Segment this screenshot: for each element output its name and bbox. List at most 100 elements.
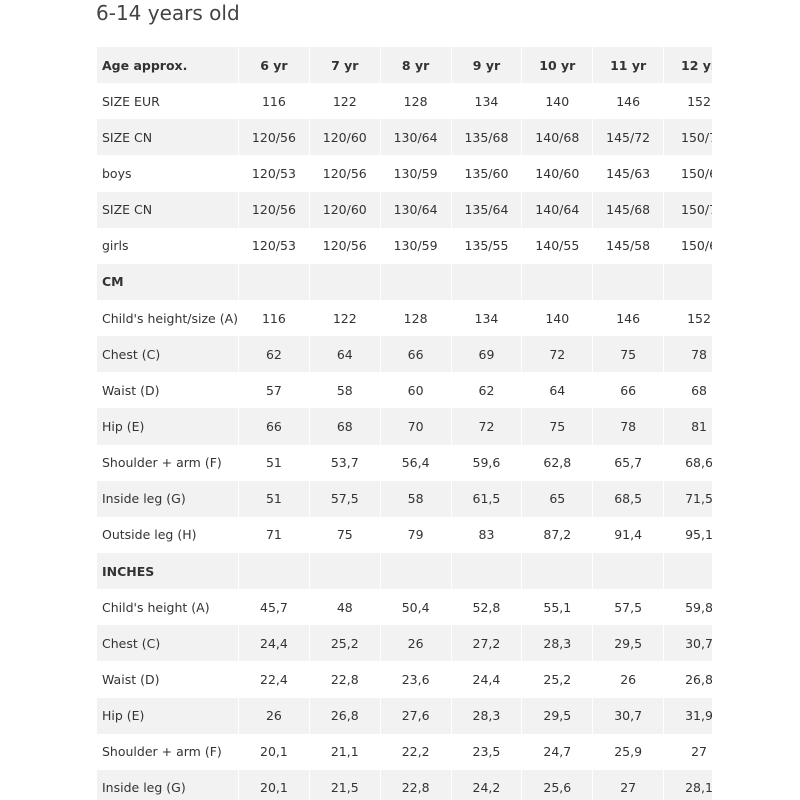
cell: 11 yr — [592, 47, 665, 84]
cell: 150/6 — [663, 155, 712, 192]
cell: 24,2 — [450, 769, 523, 800]
cell — [379, 552, 452, 590]
row-label: Chest (C) — [96, 625, 239, 662]
cell: 26,8 — [663, 661, 712, 698]
cell: 68,5 — [592, 480, 665, 517]
table-row: Inside leg (G) 20,1 21,5 22,8 24,2 25,6 27 28,1 — [96, 769, 712, 800]
cell: 21,1 — [308, 733, 381, 770]
cell: 78 — [592, 408, 665, 445]
cell: 83 — [450, 516, 523, 553]
cell — [592, 263, 665, 300]
row-label: girls — [96, 227, 239, 264]
cell: 128 — [379, 83, 452, 120]
cell: 150/7 — [663, 191, 712, 228]
cell: 146 — [592, 83, 665, 120]
cell: 71,5 — [663, 480, 712, 517]
cell: 145/63 — [592, 155, 665, 192]
cell: 146 — [592, 299, 665, 337]
row-label: Chest (C) — [96, 336, 239, 373]
cell: 64 — [521, 372, 594, 409]
cell: 62 — [450, 372, 523, 409]
cell: 24,4 — [238, 625, 310, 662]
cell: 62,8 — [521, 444, 594, 481]
cell: 116 — [238, 299, 310, 337]
cell: 52,8 — [450, 589, 523, 626]
cell: 65,7 — [592, 444, 665, 481]
cell — [521, 552, 594, 590]
row-label: Shoulder + arm (F) — [96, 733, 239, 770]
table-row: Child's height/size (A) 116 122 128 134 140 14… — [96, 299, 712, 337]
row-label: SIZE EUR — [96, 83, 239, 120]
table-row: Waist (D) 22,4 22,8 23,6 24,4 25,2 26 26,8 — [96, 661, 712, 698]
row-label: Hip (E) — [96, 408, 239, 445]
cell: 58 — [308, 372, 381, 409]
cell: 81 — [663, 408, 712, 445]
cell: 87,2 — [521, 516, 594, 553]
cell: 31,9 — [663, 697, 712, 734]
cell: 70 — [379, 408, 452, 445]
cell: 120/56 — [308, 155, 381, 192]
row-label: Hip (E) — [96, 697, 239, 734]
cell: 21,5 — [308, 769, 381, 800]
cell: 56,4 — [379, 444, 452, 481]
cell: 53,7 — [308, 444, 381, 481]
row-label: boys — [96, 155, 239, 192]
size-table: Age approx. 6 yr 7 yr 8 yr 9 yr 10 yr 11 yr 12 … — [96, 47, 712, 800]
cell: 135/68 — [450, 119, 523, 156]
table-row: Hip (E) 66 68 70 72 75 78 81 — [96, 408, 712, 445]
cell: 120/60 — [308, 119, 381, 156]
table-row: SIZE CN 120/56 120/60 130/64 135/68 140/68 145… — [96, 119, 712, 156]
cell — [450, 263, 523, 300]
cell — [592, 552, 665, 590]
cell: 75 — [592, 336, 665, 373]
cell: 20,1 — [238, 769, 310, 800]
cell — [308, 263, 381, 300]
cell: 28,3 — [450, 697, 523, 734]
table-row: Shoulder + arm (F) 20,1 21,1 22,2 23,5 24,7 25… — [96, 733, 712, 770]
cell: 25,6 — [521, 769, 594, 800]
cell: 60 — [379, 372, 452, 409]
cell: 68 — [308, 408, 381, 445]
cell: 45,7 — [238, 589, 310, 626]
cell: 135/55 — [450, 227, 523, 264]
section-row: INCHES — [96, 552, 712, 590]
page-title: 6-14 years old — [96, 1, 240, 25]
cell: 51 — [238, 444, 310, 481]
cell — [308, 552, 381, 590]
cell: 30,7 — [592, 697, 665, 734]
table-row: Chest (C) 62 64 66 69 72 75 78 — [96, 336, 712, 373]
cell: 20,1 — [238, 733, 310, 770]
cell: 50,4 — [379, 589, 452, 626]
cell: 24,4 — [450, 661, 523, 698]
table-row: Shoulder + arm (F) 51 53,7 56,4 59,6 62,8 65,7… — [96, 444, 712, 481]
cell: 25,2 — [521, 661, 594, 698]
table-row: Child's height (A) 45,7 48 50,4 52,8 55,1 57,5… — [96, 589, 712, 626]
cell: 64 — [308, 336, 381, 373]
table-row: Outside leg (H) 71 75 79 83 87,2 91,4 95,1 — [96, 516, 712, 553]
table-row: Hip (E) 26 26,8 27,6 28,3 29,5 30,7 31,9 — [96, 697, 712, 734]
cell: 140 — [521, 83, 594, 120]
row-label: Age approx. — [96, 47, 239, 84]
cell: 26 — [238, 697, 310, 734]
row-label: SIZE CN — [96, 191, 239, 228]
cell: 23,5 — [450, 733, 523, 770]
cell: 152 — [663, 83, 712, 120]
row-label: SIZE CN — [96, 119, 239, 156]
cell: 6 yr — [238, 47, 310, 84]
cell: 78 — [663, 336, 712, 373]
cell — [663, 552, 712, 590]
cell: 8 yr — [379, 47, 452, 84]
cell: 57,5 — [592, 589, 665, 626]
cell: 59,6 — [450, 444, 523, 481]
cell: 58 — [379, 480, 452, 517]
cell: 120/56 — [238, 191, 310, 228]
cell: 120/56 — [308, 227, 381, 264]
cell: 12 yr — [663, 47, 712, 84]
cell: 135/60 — [450, 155, 523, 192]
cell: 140/60 — [521, 155, 594, 192]
cell: 135/64 — [450, 191, 523, 228]
table-row: Inside leg (G) 51 57,5 58 61,5 65 68,5 71,5 — [96, 480, 712, 517]
cell: 22,8 — [379, 769, 452, 800]
cell: 116 — [238, 83, 310, 120]
